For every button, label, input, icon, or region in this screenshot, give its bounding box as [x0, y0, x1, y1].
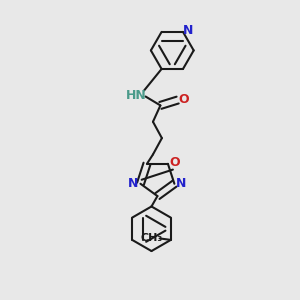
Text: HN: HN: [126, 88, 147, 101]
Text: O: O: [169, 156, 180, 169]
Text: CH₃: CH₃: [141, 233, 163, 243]
Text: N: N: [176, 177, 187, 190]
Text: O: O: [178, 93, 189, 106]
Text: N: N: [183, 24, 194, 37]
Text: N: N: [128, 177, 139, 190]
